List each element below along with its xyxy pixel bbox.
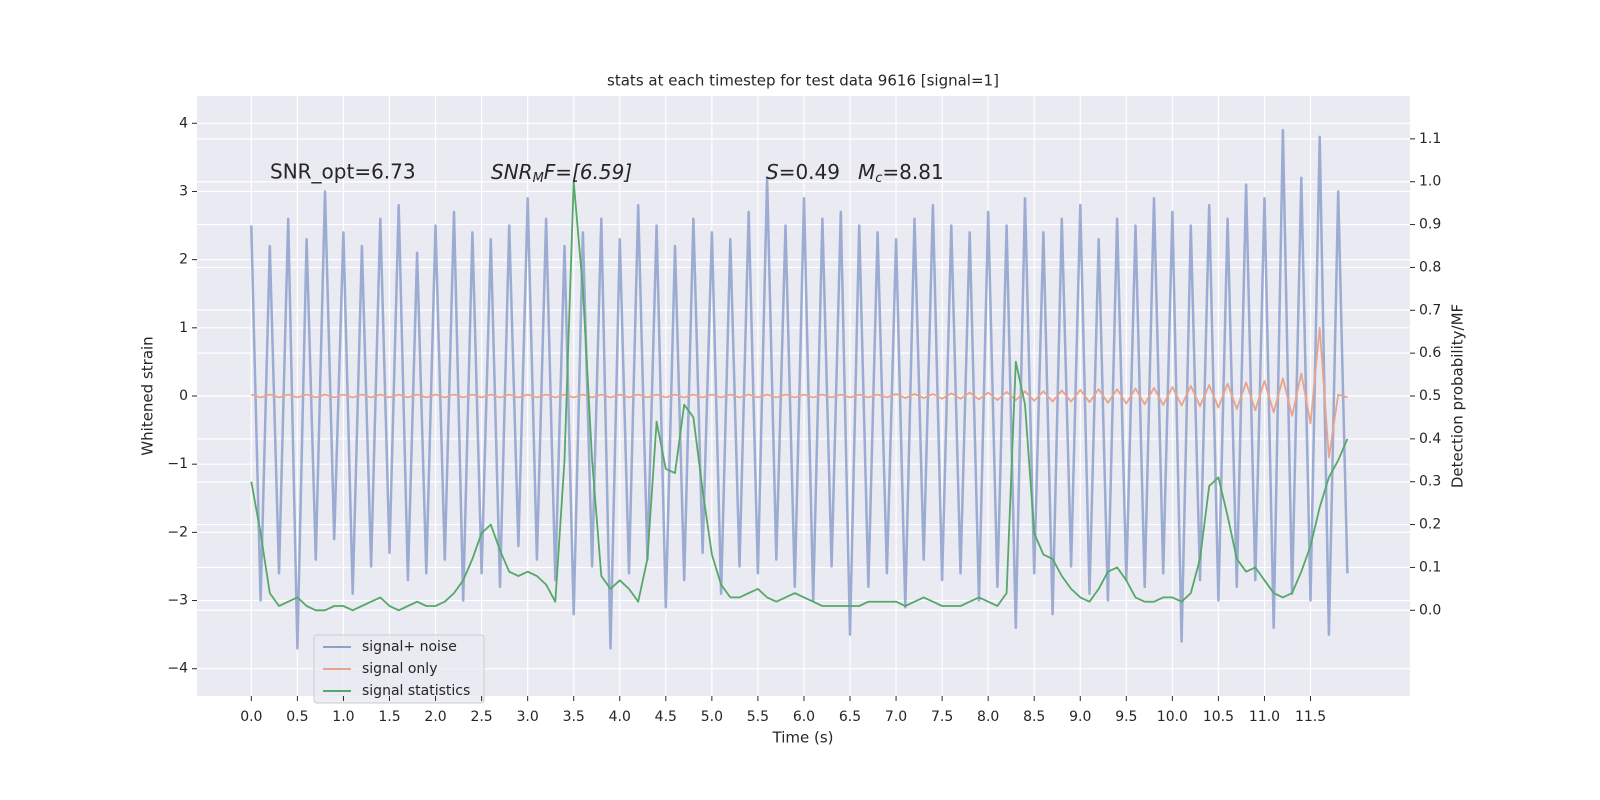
annotation-part: c — [875, 171, 882, 186]
annotation: Mc=8.81 — [858, 160, 944, 186]
legend-label: signal only — [362, 661, 437, 677]
y-tick-label: −2 — [167, 524, 188, 540]
x-tick-label: 9.0 — [1069, 709, 1091, 725]
y2-tick-label: 0.5 — [1419, 388, 1441, 404]
x-tick-label: 2.5 — [470, 709, 492, 725]
x-tick-label: 10.0 — [1157, 709, 1188, 725]
annotation: SNR_opt=6.73 — [270, 160, 416, 184]
y2-tick-label: 0.4 — [1419, 431, 1441, 447]
annotation: S=0.49 — [766, 160, 840, 184]
x-tick-label: 0.0 — [240, 709, 262, 725]
x-tick-label: 1.0 — [332, 709, 354, 725]
marks — [250, 128, 1349, 650]
annotation-part: SNR — [491, 160, 533, 184]
y-tick-label: 2 — [179, 252, 188, 268]
x-tick-label: 9.5 — [1115, 709, 1137, 725]
y2-tick-label: 0.1 — [1419, 559, 1441, 575]
x-tick-label: 8.5 — [1023, 709, 1045, 725]
x-tick-label: 3.0 — [517, 709, 539, 725]
legend-label: signal+ noise — [362, 639, 457, 655]
annotation-part: M — [858, 160, 875, 184]
annotation-part: M — [533, 171, 544, 186]
y-tick-label: 1 — [179, 320, 188, 336]
chart-title: stats at each timestep for test data 961… — [607, 72, 999, 90]
y2-tick-label: 0.9 — [1419, 217, 1441, 233]
legend-label: signal statistics — [362, 683, 470, 699]
y2-tick-label: 0.7 — [1419, 302, 1441, 318]
y2-tick-label: 0.8 — [1419, 259, 1441, 275]
x-tick-label: 5.0 — [701, 709, 723, 725]
x-tick-label: 11.0 — [1249, 709, 1280, 725]
x-tick-label: 6.0 — [793, 709, 815, 725]
x-tick-label: 5.5 — [747, 709, 769, 725]
y2-tick-label: 0.6 — [1419, 345, 1441, 361]
y-tick-label: 3 — [179, 183, 188, 199]
y2-axis-label: Detection probability/MF — [1449, 304, 1467, 488]
y2-tick-label: 0.0 — [1419, 602, 1441, 618]
y-tick-label: −3 — [167, 593, 188, 609]
series-line — [251, 326, 1348, 459]
x-tick-label: 11.5 — [1295, 709, 1326, 725]
annotation: SNRMF=[6.59] — [491, 160, 632, 186]
x-tick-label: 1.5 — [378, 709, 400, 725]
legend: signal+ noise signal only signal statistic… — [313, 634, 485, 704]
x-axis-label: Time (s) — [772, 729, 834, 747]
y2-tick-label: 0.3 — [1419, 474, 1441, 490]
x-tick-label: 4.5 — [655, 709, 677, 725]
y-tick-label: −4 — [167, 661, 188, 677]
y-tick-label: 4 — [179, 115, 188, 131]
y-tick-label: 0 — [179, 388, 188, 404]
y-tick-label: −1 — [167, 456, 188, 472]
x-tick-label: 6.5 — [839, 709, 861, 725]
series-line — [250, 180, 1349, 612]
x-tick-label: 0.5 — [286, 709, 308, 725]
x-tick-label: 3.5 — [563, 709, 585, 725]
annotation-part: F=[6.59] — [544, 160, 632, 184]
x-tick-label: 8.0 — [977, 709, 999, 725]
annotation-part: S — [766, 160, 779, 184]
legend-box — [313, 634, 485, 704]
y2-tick-label: 0.2 — [1419, 517, 1441, 533]
x-tick-label: 2.0 — [424, 709, 446, 725]
series-line — [250, 128, 1349, 650]
x-tick-label: 7.0 — [885, 709, 907, 725]
x-tick-label: 7.5 — [931, 709, 953, 725]
y-axis-label: Whitened strain — [139, 336, 157, 455]
x-tick-label: 10.5 — [1203, 709, 1234, 725]
y2-tick-label: 1.0 — [1419, 174, 1441, 190]
annotation-part: =8.81 — [882, 160, 943, 184]
x-tick-label: 4.0 — [609, 709, 631, 725]
y2-tick-label: 1.1 — [1419, 131, 1441, 147]
annotation-part: =0.49 — [779, 160, 840, 184]
